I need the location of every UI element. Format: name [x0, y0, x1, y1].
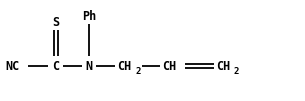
Text: Ph: Ph	[82, 9, 96, 23]
Text: N: N	[85, 59, 92, 73]
Text: CH: CH	[162, 59, 176, 73]
Text: 2: 2	[234, 66, 239, 76]
Text: 2: 2	[136, 66, 142, 76]
Text: NC: NC	[5, 59, 19, 73]
Text: CH: CH	[117, 59, 131, 73]
Text: C: C	[52, 59, 59, 73]
Text: CH: CH	[216, 59, 230, 73]
Text: S: S	[52, 15, 59, 28]
